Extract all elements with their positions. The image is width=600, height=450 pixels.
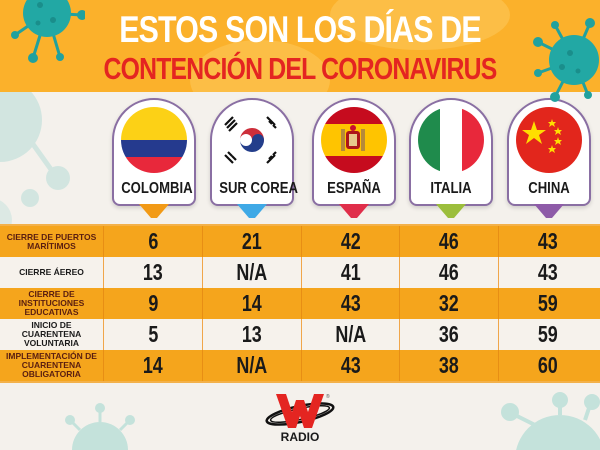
country-pin-south-korea: SUR COREA bbox=[210, 98, 298, 218]
pin-tip bbox=[139, 204, 169, 218]
cell-china: 60 bbox=[498, 350, 597, 381]
italy-flag-icon bbox=[418, 107, 484, 173]
pin-tip bbox=[436, 204, 466, 218]
cell-south-korea: 21 bbox=[201, 226, 301, 257]
pin-tip bbox=[237, 204, 267, 218]
cell-colombia: 6 bbox=[103, 226, 202, 257]
table-row: CIERRE ÁEREO 13 N/A 41 46 43 bbox=[0, 257, 600, 288]
country-pin-spain: ESPAÑA bbox=[312, 98, 396, 218]
country-label: ESPAÑA bbox=[327, 180, 381, 197]
title-line-2: CONTENCIÓN DEL CORONAVIRUS bbox=[103, 51, 497, 86]
pin-tip bbox=[339, 204, 369, 218]
cell-italy: 36 bbox=[399, 319, 498, 350]
cell-italy: 46 bbox=[399, 226, 498, 257]
country-pin-italy: ITALIA bbox=[409, 98, 493, 218]
table-row: IMPLEMENTACIÓN DE CUARENTENA OBLIGATORIA… bbox=[0, 350, 600, 381]
cell-colombia: 5 bbox=[103, 319, 202, 350]
row-label: IMPLEMENTACIÓN DE CUARENTENA OBLIGATORIA bbox=[6, 351, 97, 379]
w-radio-logo: ® RADIO bbox=[262, 390, 338, 446]
cell-colombia: 13 bbox=[103, 257, 202, 288]
cell-spain: 43 bbox=[300, 288, 400, 319]
header-banner: ESTOS SON LOS DÍAS DE CONTENCIÓN DEL COR… bbox=[0, 0, 600, 92]
south-korea-flag-icon bbox=[219, 107, 285, 173]
background-virus-icon bbox=[0, 80, 70, 230]
table-row: CIERRE DE INSTITUCIONES EDUCATIVAS 9 14 … bbox=[0, 288, 600, 319]
china-flag-icon bbox=[516, 107, 582, 173]
cell-china: 43 bbox=[498, 226, 597, 257]
country-pin-colombia: COLOMBIA bbox=[112, 98, 196, 218]
background-virus-icon bbox=[65, 403, 135, 450]
row-label: INICIO DE CUARENTENA VOLUNTARIA bbox=[21, 320, 82, 348]
row-label: CIERRE DE INSTITUCIONES EDUCATIVAS bbox=[18, 289, 85, 317]
country-label: COLOMBIA bbox=[121, 180, 193, 197]
cell-south-korea: N/A bbox=[201, 350, 301, 381]
cell-china: 59 bbox=[498, 319, 597, 350]
radio-text: RADIO bbox=[280, 430, 320, 444]
cell-italy: 46 bbox=[399, 257, 498, 288]
colombia-flag-icon bbox=[121, 107, 187, 173]
cell-spain: N/A bbox=[300, 319, 400, 350]
virus-icon bbox=[533, 18, 599, 102]
cell-spain: 41 bbox=[300, 257, 400, 288]
country-label: ITALIA bbox=[430, 180, 472, 197]
cell-colombia: 14 bbox=[103, 350, 202, 381]
country-label: CHINA bbox=[528, 180, 570, 197]
cell-italy: 32 bbox=[399, 288, 498, 319]
table-top-border bbox=[0, 224, 600, 226]
w-logo-icon: ® bbox=[265, 393, 335, 428]
title-line-1: ESTOS SON LOS DÍAS DE bbox=[119, 9, 481, 50]
cell-spain: 43 bbox=[300, 350, 400, 381]
cell-italy: 38 bbox=[399, 350, 498, 381]
cell-china: 59 bbox=[498, 288, 597, 319]
cell-spain: 42 bbox=[300, 226, 400, 257]
country-pin-china: CHINA bbox=[507, 98, 591, 218]
pin-tip bbox=[534, 204, 564, 218]
cell-china: 43 bbox=[498, 257, 597, 288]
table-row: INICIO DE CUARENTENA VOLUNTARIA 5 13 N/A… bbox=[0, 319, 600, 350]
svg-text:®: ® bbox=[326, 393, 330, 400]
background-virus-icon bbox=[501, 392, 600, 450]
virus-icon bbox=[11, 0, 85, 63]
cell-colombia: 9 bbox=[103, 288, 202, 319]
containment-days-table: CIERRE DE PUERTOS MARÍTIMOS 6 21 42 46 4… bbox=[0, 226, 600, 381]
row-label: CIERRE ÁEREO bbox=[19, 267, 84, 277]
country-label: SUR COREA bbox=[219, 180, 298, 197]
cell-south-korea: 14 bbox=[201, 288, 301, 319]
row-label: CIERRE DE PUERTOS MARÍTIMOS bbox=[6, 231, 97, 251]
spain-flag-icon bbox=[321, 107, 387, 173]
cell-south-korea: N/A bbox=[201, 257, 301, 288]
table-bottom-border bbox=[0, 381, 600, 383]
table-row: CIERRE DE PUERTOS MARÍTIMOS 6 21 42 46 4… bbox=[0, 226, 600, 257]
cell-south-korea: 13 bbox=[201, 319, 301, 350]
